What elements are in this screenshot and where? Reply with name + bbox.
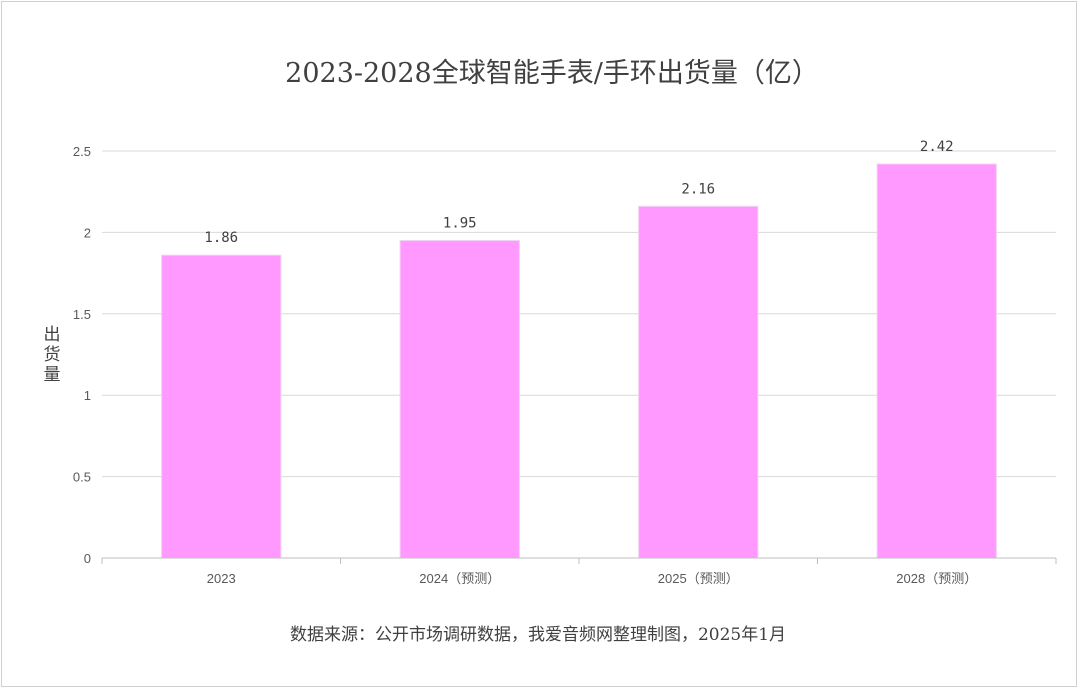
y-axis-label-char: 货 [44,345,61,365]
y-tick-label: 1.5 [73,307,91,322]
x-tick-label: 2023 [207,571,236,586]
y-axis-ticks: 0 0.5 1 1.5 2 2.5 [73,144,91,566]
y-tick-label: 0 [84,551,91,566]
x-tick-label: 2025（预测） [658,571,739,586]
bar [876,163,997,559]
y-axis-label: 出货量 [44,325,61,385]
bar [638,205,759,559]
y-axis-label-char: 量 [44,365,61,385]
y-tick-label: 0.5 [73,470,91,485]
data-label: 2.16 [681,181,715,197]
x-axis [101,557,1057,564]
x-tick-label: 2028（预测） [896,571,977,586]
y-tick-label: 2.5 [73,144,91,159]
bars [161,163,997,559]
chart-title: 2023-2028全球智能手表/手环出货量（亿） [285,58,819,89]
y-tick-label: 2 [84,225,91,240]
bar [399,240,520,559]
data-labels: 1.86 1.95 2.16 2.42 [204,139,953,246]
data-label: 1.95 [443,216,477,232]
data-label: 1.86 [204,230,238,246]
x-axis-ticks: 2023 2024（预测） 2025（预测） 2028（预测） [207,571,977,586]
y-axis-label-char: 出 [44,325,61,345]
data-label: 2.42 [920,139,954,155]
y-tick-label: 1 [84,388,91,403]
source-note: 数据来源：公开市场调研数据，我爱音频网整理制图，2025年1月 [290,625,786,645]
x-tick-label: 2024（预测） [419,571,500,586]
bar [161,254,282,559]
